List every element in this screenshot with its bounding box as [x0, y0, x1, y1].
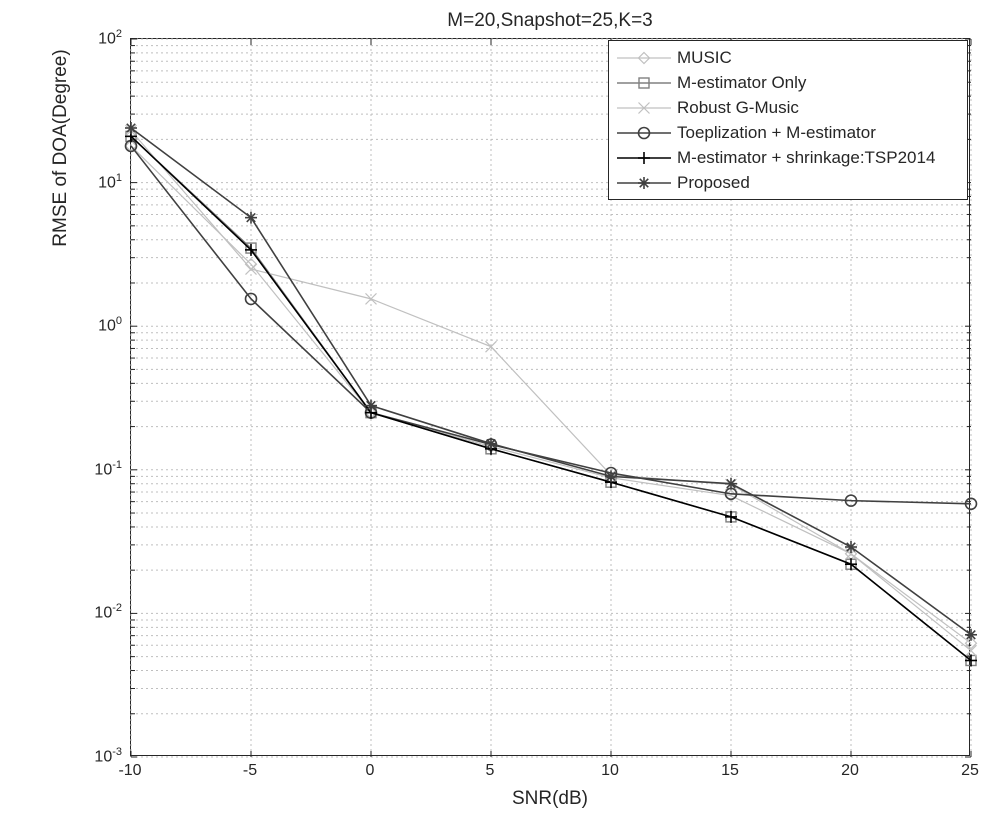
y-tick-label: 101 [66, 172, 122, 192]
legend-swatch [617, 73, 671, 93]
legend-label: M-estimator + shrinkage:TSP2014 [677, 148, 935, 168]
legend-swatch [617, 148, 671, 168]
legend-item-tsp2014: M-estimator + shrinkage:TSP2014 [617, 145, 959, 170]
series-line-proposed [131, 128, 971, 635]
legend-label: M-estimator Only [677, 73, 806, 93]
legend-label: Toeplization + M-estimator [677, 123, 876, 143]
x-tick-label: -5 [220, 762, 280, 780]
legend-swatch [617, 173, 671, 193]
y-tick-label: 102 [66, 28, 122, 48]
legend-item-music: MUSIC [617, 45, 959, 70]
x-tick-label: 10 [580, 762, 640, 780]
x-axis-label: SNR(dB) [130, 788, 970, 810]
chart-title: M=20,Snapshot=25,K=3 [130, 10, 970, 32]
y-axis-label: RMSE of DOA(Degree) [50, 0, 72, 507]
legend-item-mest: M-estimator Only [617, 70, 959, 95]
x-tick-label: 0 [340, 762, 400, 780]
legend-swatch [617, 48, 671, 68]
legend-item-gmusic: Robust G-Music [617, 95, 959, 120]
series-line-music [131, 146, 971, 643]
y-tick-label: 10-3 [66, 746, 122, 766]
y-tick-label: 100 [66, 315, 122, 335]
series-line-gmusic [131, 131, 971, 651]
y-tick-label: 10-1 [66, 459, 122, 479]
legend: MUSIC M-estimator Only Robust G-Music Toepl… [608, 40, 968, 200]
x-tick-label: 25 [940, 762, 1000, 780]
legend-swatch [617, 123, 671, 143]
legend-label: Proposed [677, 173, 750, 193]
legend-item-proposed: Proposed [617, 170, 959, 195]
figure: { "size": { "width": 1000, "height": 825… [0, 0, 1000, 825]
x-tick-label: 5 [460, 762, 520, 780]
y-tick-label: 10-2 [66, 602, 122, 622]
x-tick-label: 15 [700, 762, 760, 780]
legend-item-toep: Toeplization + M-estimator [617, 120, 959, 145]
legend-label: Robust G-Music [677, 98, 799, 118]
legend-swatch [617, 98, 671, 118]
legend-label: MUSIC [677, 48, 732, 68]
x-tick-label: 20 [820, 762, 880, 780]
